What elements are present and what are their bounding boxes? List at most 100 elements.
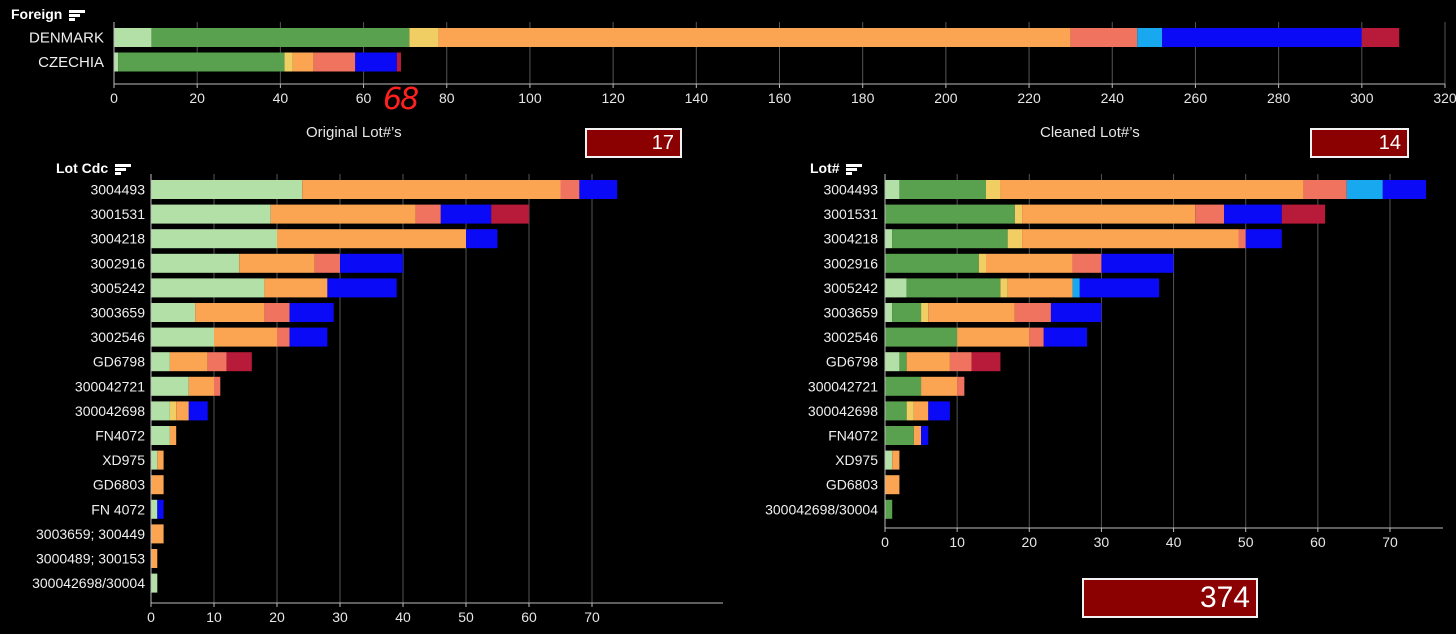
lot-cdc-bar-segment [151, 475, 164, 495]
lot-cdc-tick-label: 60 [521, 609, 537, 625]
foreign-bar-segment [114, 52, 119, 72]
lot-num-bar-segment [899, 352, 907, 372]
lot-num-bar-segment [1000, 180, 1304, 199]
foreign-tick-label: 220 [1017, 90, 1041, 106]
lot-num-bar-segment [885, 376, 922, 396]
lot-num-bar-segment [1281, 204, 1326, 224]
lot-num-bar-segment [885, 327, 958, 347]
lot-cdc-category-label: 3000489; 300153 [36, 551, 145, 567]
lot-num-bar-segment [892, 303, 922, 322]
lot-num-bar-segment [913, 426, 922, 445]
lot-num-bar-segment [921, 426, 929, 445]
lot-num-bar-segment [892, 450, 900, 470]
lot-num-category-label: 3001531 [823, 206, 878, 222]
lot-num-tick-label: 20 [1021, 534, 1037, 550]
lot-num-bar-segment [1101, 253, 1174, 273]
lot-cdc-bar-segment [151, 278, 265, 298]
lot-cdc-bar-segment [151, 376, 189, 396]
lot-num-bar-segment [957, 327, 1030, 347]
lot-num-bar-segment [892, 229, 1008, 249]
lot-num-bar-segment [1382, 180, 1427, 199]
lot-num-bar-segment [921, 303, 929, 322]
lot-cdc-bar-segment [176, 401, 189, 421]
lot-cdc-bar-segment [415, 204, 441, 224]
lot-num-bar-segment [1014, 204, 1023, 224]
lot-num-bar-segment [1007, 278, 1073, 298]
foreign-tick-label: 60 [356, 90, 372, 106]
lot-num-bar-segment [885, 278, 907, 298]
lot-num-bar-segment [885, 450, 893, 470]
lot-num-category-label: FN4072 [828, 428, 878, 444]
lot-cdc-bar-segment [188, 401, 208, 421]
lot-num-bar-segment [1022, 204, 1196, 224]
lot-cdc-bar-segment [169, 426, 177, 445]
lot-cdc-bar-segment [207, 352, 227, 372]
lot-num-bar-segment [885, 401, 907, 421]
lot-cdc-bar-segment [151, 253, 240, 273]
cleaned-lots-label: Cleaned Lot#’s [1040, 124, 1140, 141]
lot-num-bar-segment [885, 475, 900, 495]
lot-cdc-bar-segment [151, 524, 164, 544]
lot-num-category-label: 3002916 [823, 255, 878, 271]
foreign-chart-title[interactable]: Foreign [11, 6, 86, 22]
lot-num-bar-segment [885, 499, 893, 519]
lot-num-bar-segment [1079, 278, 1160, 298]
lot-num-tick-label: 0 [881, 534, 889, 550]
lot-cdc-bar-segment [151, 352, 170, 372]
foreign-bar-segment [313, 52, 356, 72]
lot-num-bar-segment [906, 352, 950, 372]
lot-cdc-bar-segment [151, 303, 196, 322]
sort-icon[interactable] [115, 163, 131, 176]
lot-cdc-category-label: FN4072 [95, 428, 145, 444]
foreign-tick-label: 200 [934, 90, 958, 106]
foreign-tick-label: 40 [273, 90, 289, 106]
foreign-tick-label: 0 [110, 90, 118, 106]
lot-num-tick-label: 70 [1382, 534, 1398, 550]
lot-num-bar-segment [885, 426, 914, 445]
lot-num-bar-segment [906, 278, 1001, 298]
lot-cdc-bar-segment [151, 204, 271, 224]
lot-num-category-label: GD6798 [826, 354, 878, 370]
lot-num-category-label: 300042721 [808, 378, 878, 394]
lot-cdc-bar-segment [151, 229, 277, 249]
lot-cdc-tick-label: 20 [269, 609, 285, 625]
foreign-tick-label: 240 [1101, 90, 1125, 106]
lot-num-bar-segment [957, 376, 965, 396]
lot-cdc-category-label: 300042698/30004 [32, 575, 145, 591]
lot-num-category-label: GD6803 [826, 477, 878, 493]
original-lots-count: 17 [585, 128, 682, 158]
lot-num-bar-segment [1072, 278, 1080, 298]
sort-icon[interactable] [846, 163, 863, 176]
lot-cdc-bar-segment [214, 327, 277, 347]
lot-num-category-label: 3003659 [823, 305, 878, 321]
lot-num-tick-label: 60 [1310, 534, 1326, 550]
lot-num-bar-segment [1195, 204, 1225, 224]
lot-cdc-bar-segment [264, 278, 328, 298]
sort-icon[interactable] [69, 9, 86, 22]
foreign-bar-segment [409, 28, 439, 47]
foreign-bar-segment [118, 52, 285, 72]
lot-num-bar-segment [1007, 229, 1023, 249]
lot-cdc-bar-segment [289, 303, 334, 322]
lot-cdc-tick-label: 30 [332, 609, 348, 625]
lot-num-category-label: 3002546 [823, 329, 878, 345]
foreign-tick-label: 180 [851, 90, 875, 106]
lot-cdc-bar-segment [226, 352, 252, 372]
foreign-tick-label: 140 [685, 90, 709, 106]
lot-num-chart-title[interactable]: Lot# [810, 160, 863, 176]
lot-num-bar-segment [1029, 327, 1044, 347]
lot-num-bar-segment [885, 303, 893, 322]
lot-num-tick-label: 50 [1238, 534, 1254, 550]
lot-num-bar-segment [885, 253, 979, 273]
lot-cdc-chart-title[interactable]: Lot Cdc [56, 160, 131, 176]
original-lots-label: Original Lot#’s [306, 124, 402, 141]
lot-cdc-category-label: XD975 [102, 452, 145, 468]
foreign-category-label: CZECHIA [38, 54, 104, 71]
lot-cdc-tick-label: 40 [395, 609, 411, 625]
foreign-bar-segment [1137, 28, 1163, 47]
lot-num-bar-segment [1245, 229, 1282, 249]
lot-num-bar-segment [1014, 303, 1051, 322]
lot-cdc-bar-segment [151, 573, 158, 593]
lot-num-bar-segment [1043, 327, 1087, 347]
lot-cdc-bar-segment [151, 549, 158, 568]
